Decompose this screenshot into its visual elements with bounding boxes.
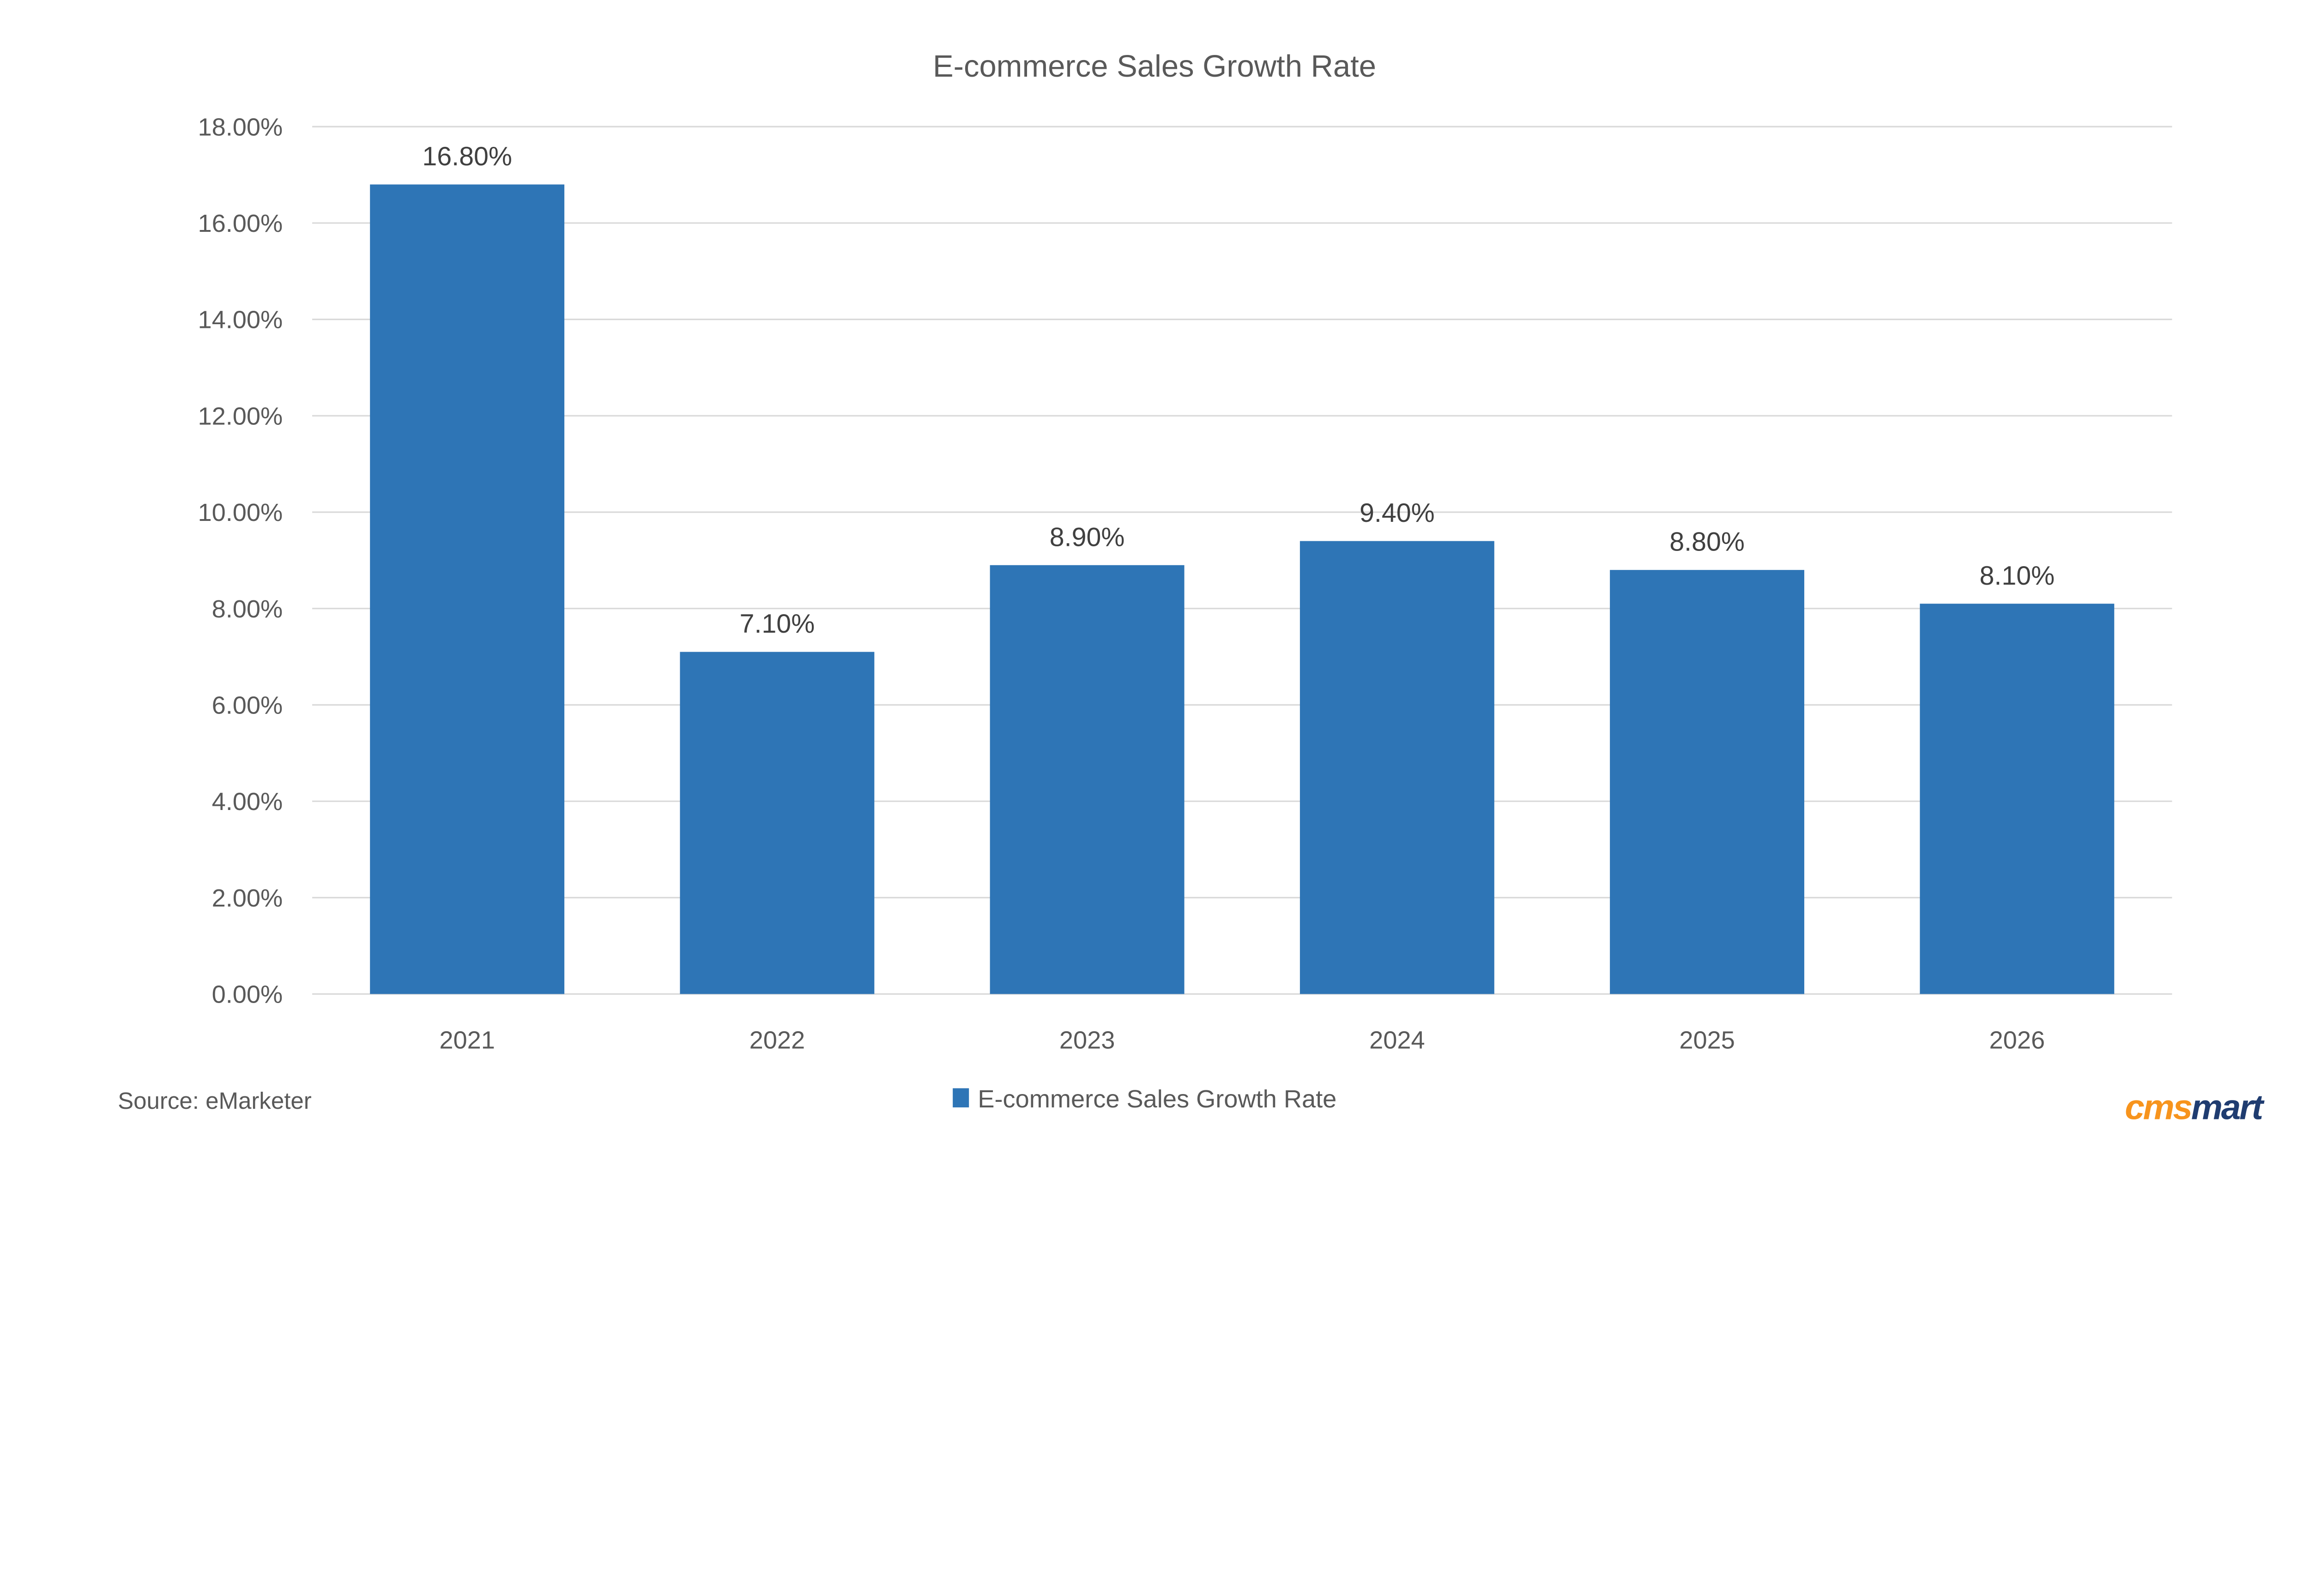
data-label: 8.10% xyxy=(1979,561,2055,591)
x-tick-label: 2023 xyxy=(1059,1026,1115,1054)
bar-2024 xyxy=(1300,541,1494,994)
data-label: 8.90% xyxy=(1050,522,1125,552)
y-tick-label: 14.00% xyxy=(198,306,283,334)
x-tick-label: 2022 xyxy=(750,1026,805,1054)
gridlines xyxy=(312,126,2172,995)
y-tick-label: 8.00% xyxy=(212,595,283,623)
svg-text:cmsmart: cmsmart xyxy=(2125,1088,2265,1127)
data-label: 16.80% xyxy=(422,142,512,171)
x-tick-label: 2025 xyxy=(1679,1026,1735,1054)
y-tick-label: 6.00% xyxy=(212,691,283,719)
source-note: Source: eMarketer xyxy=(118,1088,312,1114)
x-axis: 2021 2022 2023 2024 2025 2026 xyxy=(439,1026,2045,1054)
bar-chart: E-commerce Sales Growth Rate 0.00% 2.00% 4… xyxy=(118,49,2267,1127)
bar-2023 xyxy=(990,565,1185,994)
y-axis: 0.00% 2.00% 4.00% 6.00% 8.00% 10.00% 12.00% 14.… xyxy=(198,113,283,1008)
cmsmart-logo: cmsmart xyxy=(2125,1088,2267,1127)
y-tick-label: 2.00% xyxy=(212,884,283,912)
bars: 16.80% 7.10% 8.90% 9.40% 8.80% 8.10% xyxy=(370,142,2115,994)
logo-mart: mart xyxy=(2191,1088,2265,1127)
data-label: 7.10% xyxy=(740,609,815,639)
y-tick-label: 4.00% xyxy=(212,788,283,816)
data-label: 8.80% xyxy=(1669,527,1745,557)
y-tick-label: 18.00% xyxy=(198,113,283,141)
legend-swatch xyxy=(953,1088,969,1107)
y-tick-label: 16.00% xyxy=(198,210,283,237)
y-tick-label: 12.00% xyxy=(198,402,283,430)
chart-title: E-commerce Sales Growth Rate xyxy=(933,49,1376,84)
y-tick-label: 0.00% xyxy=(212,981,283,1009)
x-tick-label: 2021 xyxy=(439,1026,495,1054)
bar-2021 xyxy=(370,184,565,994)
legend-label: E-commerce Sales Growth Rate xyxy=(978,1085,1336,1113)
y-tick-label: 10.00% xyxy=(198,499,283,526)
legend: E-commerce Sales Growth Rate xyxy=(953,1085,1336,1113)
data-label: 9.40% xyxy=(1360,498,1435,528)
bar-2022 xyxy=(680,652,875,994)
bar-2025 xyxy=(1610,570,1805,994)
logo-cms: cms xyxy=(2125,1088,2191,1127)
x-tick-label: 2026 xyxy=(1989,1026,2045,1054)
bar-2026 xyxy=(1920,604,2115,994)
x-tick-label: 2024 xyxy=(1369,1026,1425,1054)
